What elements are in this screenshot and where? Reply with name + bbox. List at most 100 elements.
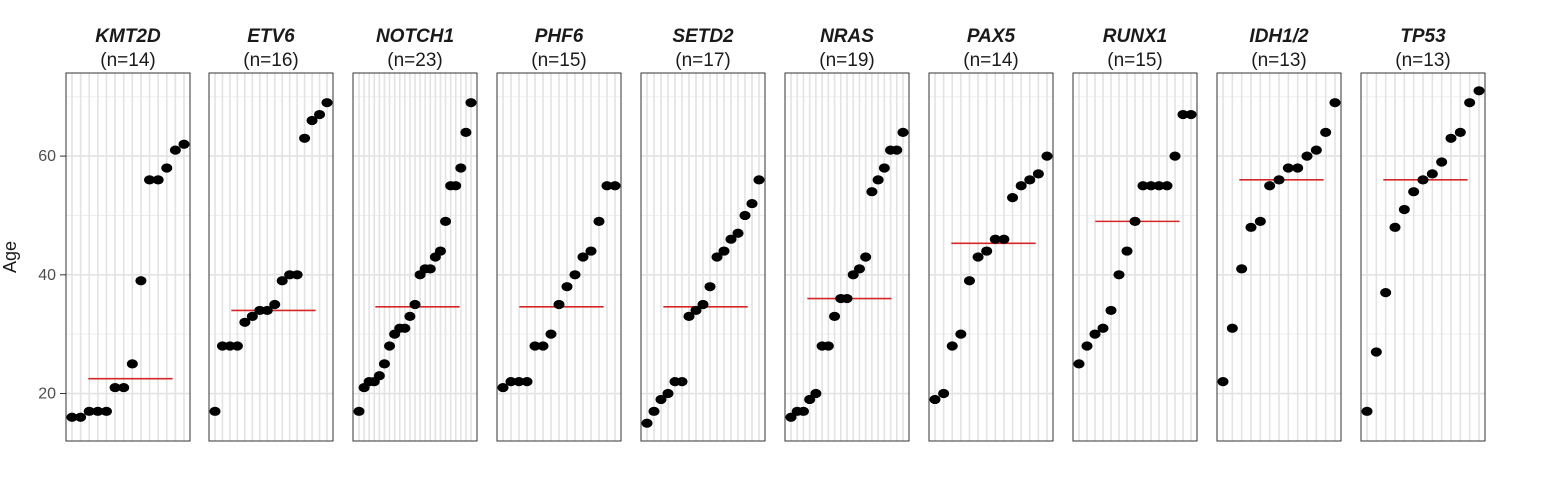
data-point <box>785 412 797 422</box>
data-point <box>513 377 525 387</box>
data-point <box>1282 163 1294 173</box>
panel-border <box>496 72 622 442</box>
data-point <box>161 163 173 173</box>
panel-border <box>208 72 334 442</box>
data-point <box>231 341 243 351</box>
data-point <box>178 139 190 149</box>
data-point <box>299 133 311 143</box>
data-point <box>126 359 138 369</box>
data-point <box>1320 127 1332 137</box>
data-point <box>955 329 967 339</box>
data-point <box>1177 109 1189 120</box>
panel-gene-title: PHF6 <box>535 26 584 47</box>
data-point <box>690 305 702 316</box>
data-point <box>1097 323 1109 333</box>
y-axis-title: Age <box>0 241 20 273</box>
data-point <box>655 394 667 405</box>
panel-notch1: NOTCH1 (n=23) <box>352 26 478 442</box>
data-point <box>1408 187 1420 197</box>
data-point <box>1121 246 1133 256</box>
data-point <box>704 282 716 292</box>
data-point <box>1361 406 1373 416</box>
data-point <box>853 264 865 274</box>
panel-sample-count: (n=23) <box>387 50 442 71</box>
data-point <box>804 394 816 405</box>
data-point <box>66 412 78 422</box>
data-point <box>1105 305 1117 316</box>
data-point <box>872 175 884 185</box>
data-point <box>1145 181 1157 191</box>
data-point <box>276 276 288 286</box>
panel-sample-count: (n=17) <box>675 50 730 71</box>
panel-gene-title: TP53 <box>1400 26 1446 47</box>
panel-border <box>928 72 1054 442</box>
data-point <box>1454 127 1466 137</box>
data-point <box>1292 163 1304 173</box>
data-point <box>465 98 477 108</box>
data-point <box>593 216 605 226</box>
data-point <box>1445 133 1457 143</box>
data-point <box>829 311 841 321</box>
data-point <box>92 406 104 416</box>
panel-border <box>65 72 191 442</box>
data-point <box>109 382 121 393</box>
panel-gene-title: NRAS <box>820 26 874 47</box>
data-point <box>938 388 950 399</box>
data-point <box>455 163 467 173</box>
panel-idh1-2: IDH1/2 (n=13) <box>1216 26 1342 442</box>
data-point <box>373 371 385 381</box>
data-point <box>1254 216 1266 226</box>
data-point <box>878 163 890 173</box>
data-point <box>1169 151 1181 161</box>
data-point <box>404 311 416 321</box>
y-tick-label: 40 <box>38 267 56 284</box>
data-point <box>553 299 565 310</box>
data-point <box>135 276 147 286</box>
data-point <box>1137 181 1149 191</box>
panel-sample-count: (n=15) <box>1107 50 1162 71</box>
data-point <box>1436 157 1448 167</box>
data-point <box>732 228 744 238</box>
data-point <box>1380 288 1392 298</box>
y-tick-group: 20 40 60 <box>38 148 66 403</box>
data-point <box>152 175 164 185</box>
data-point <box>891 145 903 155</box>
data-point <box>239 317 251 327</box>
data-point <box>497 382 509 393</box>
data-point <box>353 406 365 416</box>
data-point <box>1185 109 1197 120</box>
panel-nras: NRAS (n=19) <box>784 26 910 442</box>
panel-background <box>66 73 190 441</box>
data-point <box>810 388 822 399</box>
data-point <box>697 299 709 310</box>
data-point <box>529 341 541 351</box>
data-point <box>1398 204 1410 215</box>
panel-etv6: ETV6 (n=16) <box>208 26 334 442</box>
data-point <box>1226 323 1238 333</box>
data-point <box>209 406 221 416</box>
data-point <box>753 175 765 185</box>
data-point <box>1161 181 1173 191</box>
data-point <box>1089 329 1101 339</box>
data-point <box>537 341 549 351</box>
data-point <box>641 418 653 428</box>
data-point <box>1153 181 1165 191</box>
panel-gene-title: SETD2 <box>672 26 734 47</box>
panel-background <box>209 73 333 441</box>
data-point <box>440 216 452 226</box>
panel-sample-count: (n=14) <box>100 50 155 71</box>
data-point <box>1473 86 1485 96</box>
data-point <box>1236 264 1248 274</box>
data-point <box>972 252 984 262</box>
data-point <box>1081 341 1093 351</box>
data-point <box>378 359 390 369</box>
y-tick-label: 60 <box>38 148 56 165</box>
data-point <box>841 293 853 304</box>
data-point <box>1113 270 1125 280</box>
data-point <box>601 181 613 191</box>
panel-gene-title: ETV6 <box>247 26 295 47</box>
data-point <box>1370 347 1382 357</box>
data-point <box>946 341 958 351</box>
data-point <box>1015 181 1027 191</box>
data-point <box>83 406 95 416</box>
